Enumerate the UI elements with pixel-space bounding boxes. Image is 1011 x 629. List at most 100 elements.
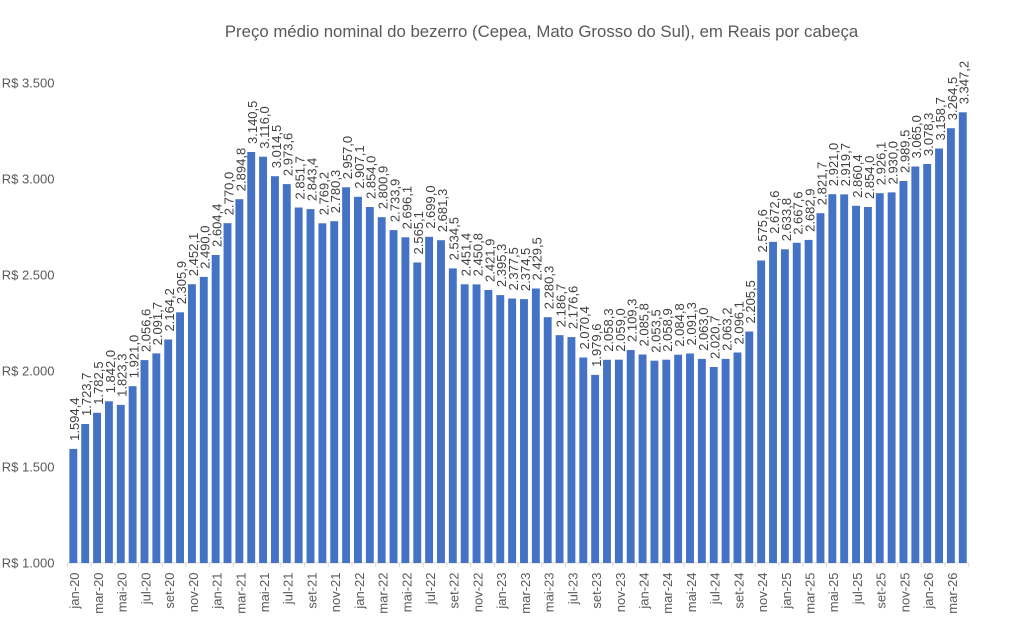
svg-text:set-23: set-23 (589, 573, 604, 609)
svg-text:R$ 3.000: R$ 3.000 (2, 172, 55, 187)
svg-text:2.084,8: 2.084,8 (672, 303, 687, 346)
svg-text:2.769,2: 2.769,2 (316, 172, 331, 215)
svg-text:2.907,1: 2.907,1 (352, 145, 367, 188)
svg-text:2.109,3: 2.109,3 (625, 299, 640, 342)
svg-text:2.451,4: 2.451,4 (459, 233, 474, 276)
svg-text:2.280,3: 2.280,3 (542, 266, 557, 309)
svg-text:2.699,0: 2.699,0 (423, 185, 438, 228)
svg-text:R$ 1.500: R$ 1.500 (2, 460, 55, 475)
svg-text:mai-25: mai-25 (826, 573, 841, 613)
svg-text:2.696,1: 2.696,1 (399, 186, 414, 229)
svg-text:2.070,4: 2.070,4 (577, 306, 592, 349)
svg-text:2.085,8: 2.085,8 (636, 303, 651, 346)
svg-text:2.020,7: 2.020,7 (708, 316, 723, 359)
svg-text:2.894,8: 2.894,8 (233, 148, 248, 191)
svg-text:jan-24: jan-24 (636, 573, 651, 610)
svg-text:nov-23: nov-23 (613, 573, 628, 613)
svg-text:2.854,0: 2.854,0 (862, 156, 877, 199)
svg-text:jan-21: jan-21 (210, 573, 225, 610)
svg-text:2.452,1: 2.452,1 (186, 233, 201, 276)
svg-text:2.205,5: 2.205,5 (743, 280, 758, 323)
svg-text:2.058,9: 2.058,9 (660, 308, 675, 351)
svg-text:3.078,3: 3.078,3 (921, 113, 936, 156)
svg-text:mar-22: mar-22 (376, 573, 391, 614)
svg-text:mai-22: mai-22 (399, 573, 414, 613)
svg-text:jul-23: jul-23 (565, 573, 580, 606)
svg-text:2.186,7: 2.186,7 (553, 284, 568, 327)
svg-text:3.158,7: 3.158,7 (933, 97, 948, 140)
svg-text:nov-20: nov-20 (186, 573, 201, 613)
svg-text:R$ 1.000: R$ 1.000 (2, 556, 55, 571)
svg-text:mar-20: mar-20 (91, 573, 106, 614)
svg-text:2.770,0: 2.770,0 (221, 172, 236, 215)
svg-text:3.347,2: 3.347,2 (957, 61, 972, 104)
svg-text:2.575,6: 2.575,6 (755, 209, 770, 252)
svg-text:2.633,8: 2.633,8 (779, 198, 794, 241)
svg-text:3.116,0: 3.116,0 (257, 106, 272, 148)
svg-text:jan-25: jan-25 (779, 573, 794, 610)
svg-text:mai-20: mai-20 (115, 573, 130, 613)
svg-text:2.860,4: 2.860,4 (850, 154, 865, 197)
svg-text:mai-23: mai-23 (542, 573, 557, 613)
svg-text:2.843,4: 2.843,4 (304, 158, 319, 201)
svg-text:3.140,5: 3.140,5 (245, 101, 260, 144)
svg-text:2.682,9: 2.682,9 (803, 189, 818, 232)
svg-text:1.723,7: 1.723,7 (79, 373, 94, 416)
svg-text:2.490,0: 2.490,0 (198, 226, 213, 269)
svg-text:mai-21: mai-21 (257, 573, 272, 613)
svg-text:R$ 2.500: R$ 2.500 (2, 268, 55, 283)
svg-text:mar-21: mar-21 (233, 573, 248, 614)
svg-text:2.672,6: 2.672,6 (767, 191, 782, 234)
svg-text:jul-22: jul-22 (423, 573, 438, 606)
svg-text:2.091,7: 2.091,7 (150, 302, 165, 345)
svg-text:2.176,6: 2.176,6 (565, 286, 580, 329)
svg-text:mar-24: mar-24 (660, 573, 675, 614)
svg-text:2.921,0: 2.921,0 (826, 143, 841, 186)
svg-text:1.823,3: 1.823,3 (115, 354, 130, 397)
svg-text:2.800,9: 2.800,9 (376, 166, 391, 209)
svg-text:2.058,3: 2.058,3 (601, 308, 616, 351)
svg-text:2.421,9: 2.421,9 (482, 239, 497, 282)
svg-text:1.594,4: 1.594,4 (67, 398, 82, 441)
svg-text:2.957,0: 2.957,0 (340, 136, 355, 179)
svg-text:2.681,3: 2.681,3 (435, 189, 450, 232)
svg-text:2.377,5: 2.377,5 (506, 247, 521, 290)
svg-text:2.450,8: 2.450,8 (470, 233, 485, 276)
svg-text:3.065,0: 3.065,0 (909, 115, 924, 158)
svg-text:2.565,1: 2.565,1 (411, 211, 426, 254)
svg-text:set-20: set-20 (162, 573, 177, 609)
svg-text:2.063,0: 2.063,0 (696, 308, 711, 351)
svg-text:3.264,5: 3.264,5 (945, 77, 960, 120)
svg-text:set-21: set-21 (304, 573, 319, 609)
svg-text:2.930,0: 2.930,0 (886, 141, 901, 184)
svg-text:2.063,2: 2.063,2 (719, 308, 734, 351)
svg-text:2.919,7: 2.919,7 (838, 143, 853, 186)
svg-text:1.782,5: 1.782,5 (91, 361, 106, 404)
svg-text:nov-24: nov-24 (755, 573, 770, 613)
svg-text:2.851,7: 2.851,7 (293, 156, 308, 199)
svg-text:R$ 3.500: R$ 3.500 (2, 76, 55, 91)
svg-text:1.921,0: 1.921,0 (127, 335, 142, 378)
svg-text:R$ 2.000: R$ 2.000 (2, 364, 55, 379)
svg-text:set-22: set-22 (447, 573, 462, 609)
svg-text:nov-21: nov-21 (328, 573, 343, 613)
svg-text:3.014,5: 3.014,5 (269, 125, 284, 168)
svg-text:2.821,7: 2.821,7 (814, 162, 829, 205)
svg-text:2.164,2: 2.164,2 (162, 288, 177, 331)
svg-text:2.053,5: 2.053,5 (648, 309, 663, 352)
svg-text:2.395,3: 2.395,3 (494, 244, 509, 287)
svg-text:jul-25: jul-25 (850, 573, 865, 606)
svg-text:2.091,3: 2.091,3 (684, 302, 699, 345)
svg-text:jul-21: jul-21 (281, 573, 296, 606)
svg-text:set-24: set-24 (731, 573, 746, 609)
svg-text:nov-25: nov-25 (897, 573, 912, 613)
svg-text:jul-20: jul-20 (138, 573, 153, 606)
svg-text:1.842,0: 1.842,0 (103, 350, 118, 393)
svg-text:mar-25: mar-25 (803, 573, 818, 614)
svg-text:2.926,1: 2.926,1 (874, 142, 889, 185)
svg-text:jan-26: jan-26 (921, 573, 936, 610)
svg-text:mar-26: mar-26 (945, 573, 960, 614)
svg-text:2.780,3: 2.780,3 (328, 170, 343, 213)
svg-text:2.973,6: 2.973,6 (281, 133, 296, 176)
svg-text:2.056,6: 2.056,6 (138, 309, 153, 352)
